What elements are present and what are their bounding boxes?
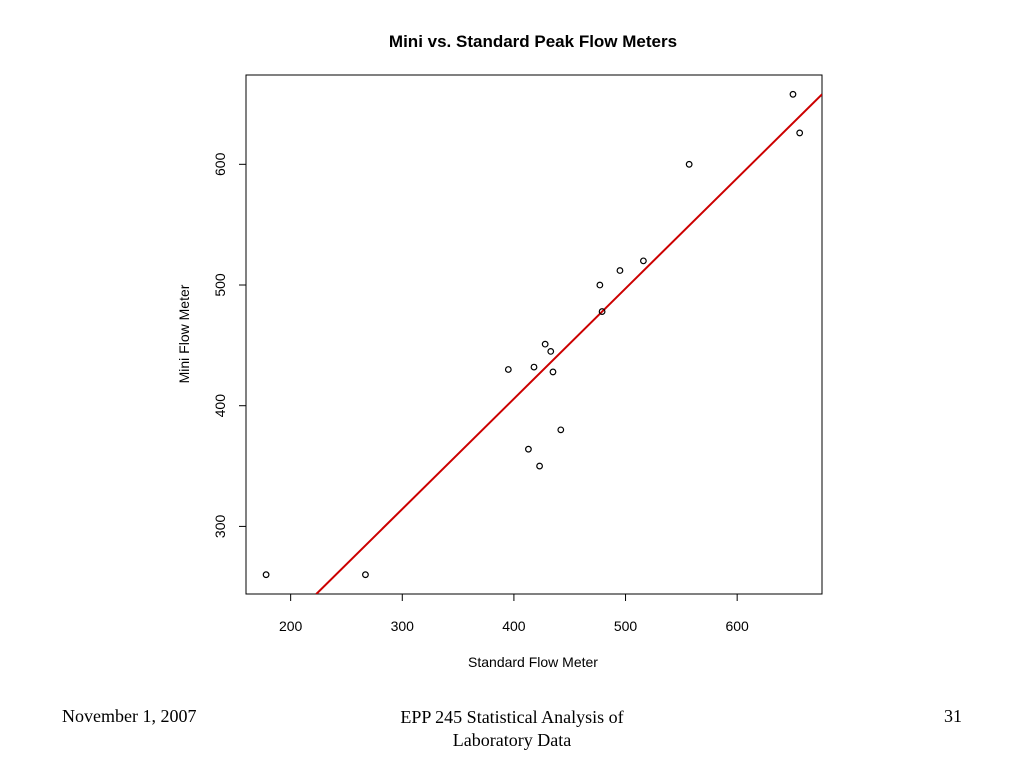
data-point bbox=[639, 257, 647, 265]
slide-number: 31 bbox=[944, 706, 962, 726]
y-axis: 300 400 500 600 bbox=[212, 152, 247, 539]
regression-line bbox=[315, 93, 822, 594]
chart-title: Mini vs. Standard Peak Flow Meters bbox=[389, 32, 677, 51]
x-tick-label: 400 bbox=[502, 618, 526, 634]
data-point bbox=[596, 281, 604, 289]
data-point bbox=[796, 129, 804, 137]
footer-date: November 1, 2007 bbox=[62, 706, 197, 726]
data-point bbox=[262, 571, 270, 579]
data-point bbox=[525, 445, 532, 453]
scatter-chart: Mini vs. Standard Peak Flow Meters 200 30… bbox=[176, 32, 823, 670]
data-point bbox=[557, 426, 565, 434]
x-tick-label: 500 bbox=[614, 618, 638, 634]
data-point bbox=[504, 366, 512, 373]
x-axis-label: Standard Flow Meter bbox=[468, 654, 598, 670]
data-point bbox=[362, 571, 369, 579]
y-tick-label: 600 bbox=[212, 152, 228, 176]
data-point bbox=[616, 267, 624, 274]
data-point bbox=[789, 90, 797, 98]
data-point bbox=[536, 462, 543, 470]
data-point bbox=[530, 363, 538, 371]
x-tick-label: 200 bbox=[279, 618, 303, 634]
y-tick-label: 500 bbox=[212, 273, 228, 297]
data-point bbox=[685, 160, 693, 168]
x-tick-label: 300 bbox=[391, 618, 415, 634]
plot-area bbox=[262, 90, 822, 594]
data-point bbox=[547, 347, 555, 355]
x-axis: 200 300 400 500 600 bbox=[279, 593, 749, 634]
data-point bbox=[541, 340, 549, 348]
x-tick-label: 600 bbox=[725, 618, 749, 634]
footer-course-line1: EPP 245 Statistical Analysis of bbox=[400, 707, 624, 727]
y-tick-label: 300 bbox=[212, 515, 228, 539]
y-axis-label: Mini Flow Meter bbox=[176, 284, 192, 383]
data-point bbox=[598, 308, 606, 315]
data-points bbox=[262, 90, 804, 579]
footer-course-title: EPP 245 Statistical Analysis of Laborato… bbox=[312, 706, 712, 752]
plot-frame bbox=[245, 74, 823, 595]
data-point bbox=[549, 368, 557, 376]
footer-course-line2: Laboratory Data bbox=[452, 730, 572, 750]
y-tick-label: 400 bbox=[212, 394, 228, 418]
